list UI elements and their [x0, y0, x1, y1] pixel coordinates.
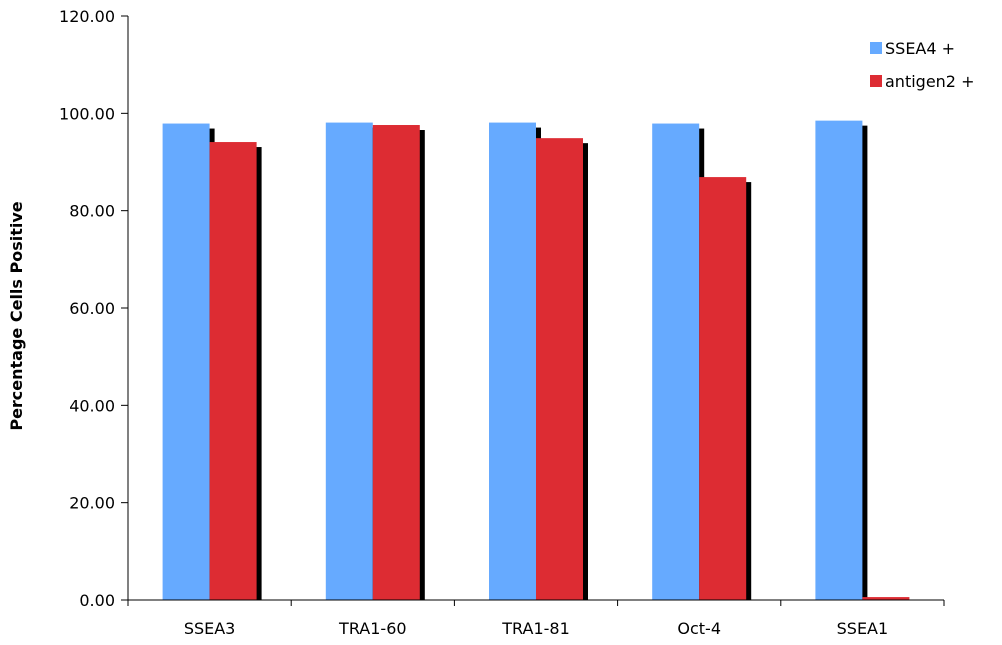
legend: SSEA4 + antigen2 + — [870, 39, 974, 91]
y-tick-label: 80.00 — [69, 202, 115, 221]
bar-ssea4 — [652, 123, 700, 600]
legend-label: SSEA4 + — [885, 39, 955, 58]
y-tick-label: 0.00 — [79, 591, 115, 610]
y-ticks: 0.00 20.00 40.00 60.00 80.00 100.00 120.00 — [59, 7, 128, 610]
bar-ssea4 — [162, 123, 210, 600]
bars — [162, 120, 910, 601]
y-tick-label: 100.00 — [59, 104, 115, 123]
y-axis-title: Percentage Cells Positive — [7, 201, 26, 430]
legend-swatch — [870, 42, 882, 54]
x-ticks: SSEA3 TRA1-60 TRA1-81 Oct-4 SSEA1 — [127, 600, 945, 638]
bar-antigen2 — [699, 177, 747, 600]
legend-swatch — [870, 75, 882, 87]
bar-antigen2 — [372, 125, 420, 600]
x-tick-label: TRA1-81 — [501, 619, 570, 638]
bar-antigen2 — [536, 138, 583, 601]
x-tick-label: TRA1-60 — [338, 619, 407, 638]
bar-ssea4 — [325, 122, 373, 600]
legend-label: antigen2 + — [885, 72, 974, 91]
y-tick-label: 120.00 — [59, 7, 115, 26]
y-tick-label: 40.00 — [69, 396, 115, 415]
y-tick-label: 60.00 — [69, 299, 115, 318]
bar-ssea4 — [489, 122, 536, 600]
x-tick-label: Oct-4 — [677, 619, 721, 638]
bar-ssea4 — [815, 120, 863, 600]
bar-antigen2 — [209, 142, 257, 600]
x-tick-label: SSEA1 — [837, 619, 889, 638]
y-tick-label: 20.00 — [69, 494, 115, 513]
bar-antigen2 — [862, 597, 910, 600]
x-tick-label: SSEA3 — [184, 619, 236, 638]
